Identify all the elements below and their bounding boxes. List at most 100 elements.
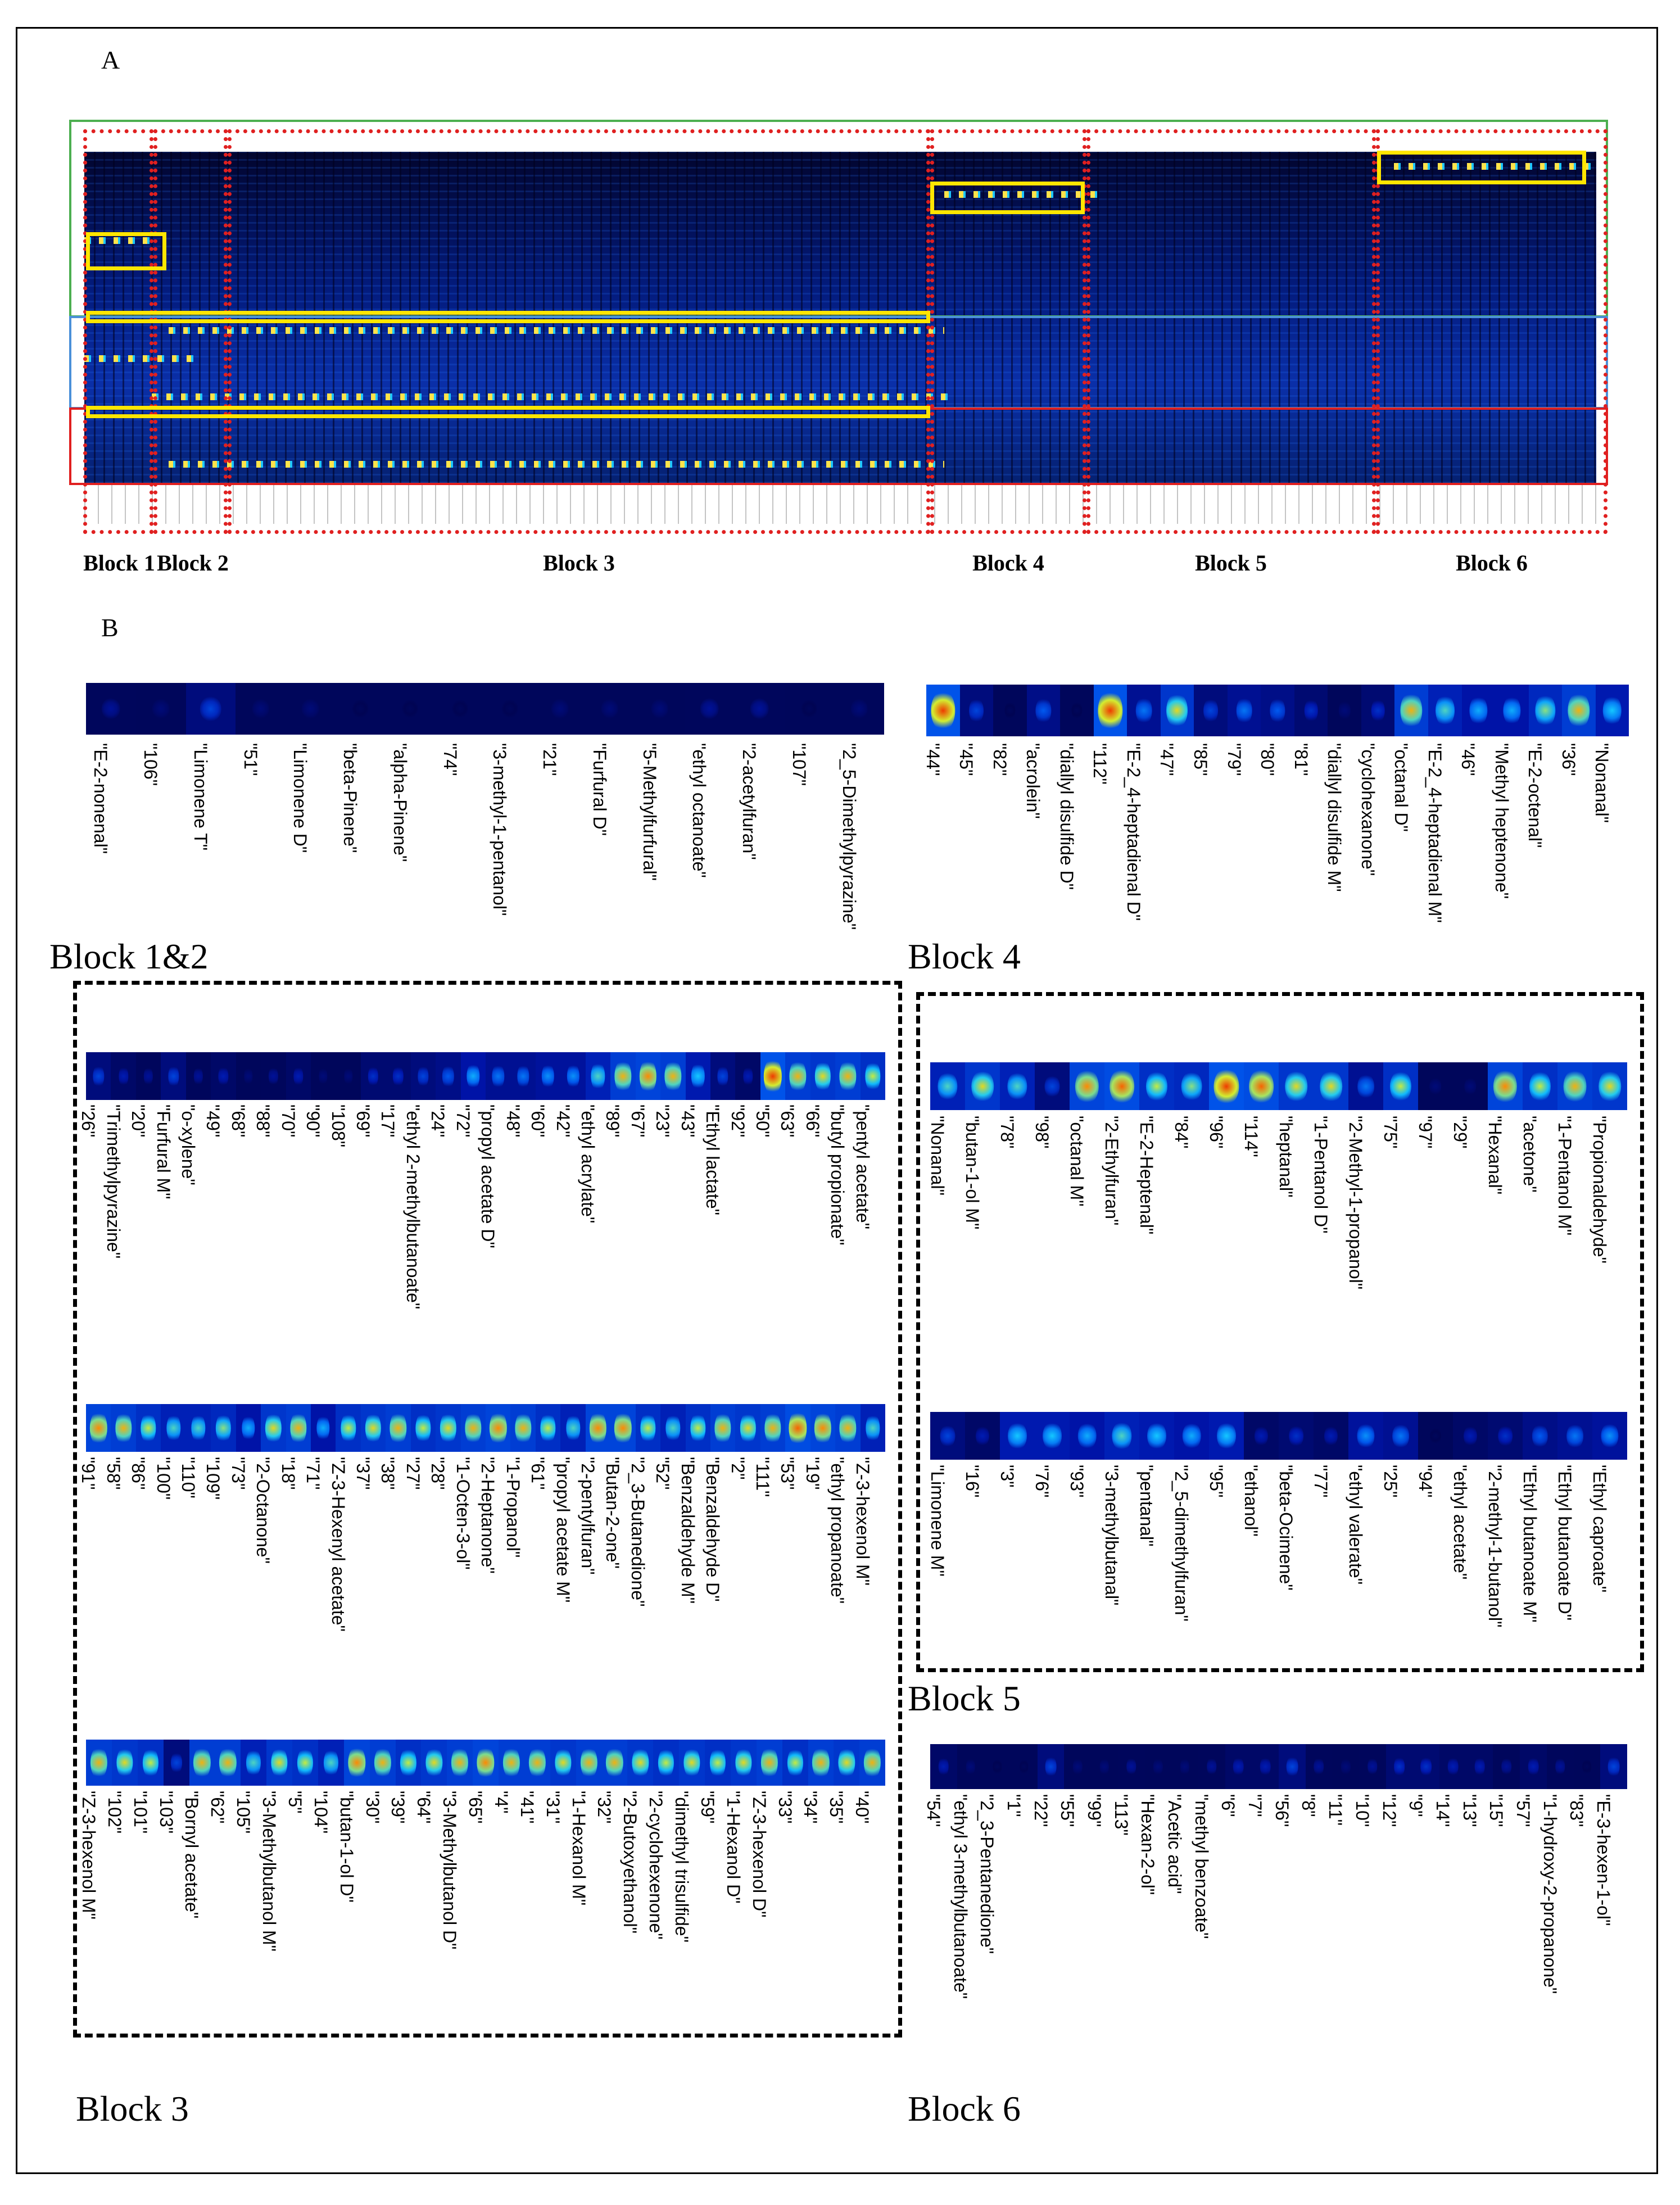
compound-label-text: "alpha-Pinene" bbox=[390, 743, 410, 862]
compound-label: "2_5-Dimethylpyrazine" bbox=[834, 743, 884, 930]
compound-label-text: "106" bbox=[141, 743, 161, 786]
heatmap-spot bbox=[651, 698, 668, 719]
heatmap-spot bbox=[343, 1066, 353, 1086]
block-box-5 bbox=[1086, 129, 1376, 534]
compound-label: "80" bbox=[1257, 743, 1294, 776]
compound-label-text: "diallyl disulfide M" bbox=[1324, 743, 1345, 892]
compound-label-text: "11" bbox=[1325, 1794, 1346, 1826]
compound-label-text: "E-2_4-heptadienal M" bbox=[1424, 743, 1445, 923]
sample-label-ticks bbox=[84, 485, 1596, 524]
heatmap-cell bbox=[834, 1740, 860, 1786]
heatmap-cell bbox=[286, 683, 336, 735]
heatmap-cell bbox=[435, 683, 485, 735]
highlight-box bbox=[86, 311, 930, 323]
heatmap-spot bbox=[812, 1746, 830, 1780]
heatmap-spot bbox=[269, 1066, 278, 1086]
heatmap-cell bbox=[335, 683, 386, 735]
heatmap-cell bbox=[1523, 1062, 1557, 1110]
heatmap-spot bbox=[415, 1412, 431, 1444]
heatmap-cell bbox=[535, 1404, 561, 1452]
block-label-6: Block 6 bbox=[1456, 550, 1528, 576]
compound-label-text: "45" bbox=[956, 743, 977, 776]
heatmap-spot bbox=[993, 1758, 1002, 1775]
heatmap-cell bbox=[635, 1052, 661, 1100]
heatmap-cell bbox=[211, 1404, 236, 1452]
heatmap-spot bbox=[789, 1410, 807, 1446]
heatmap-spot bbox=[801, 699, 818, 719]
heatmap-cell bbox=[360, 1052, 386, 1100]
heatmap-spot bbox=[606, 1746, 623, 1780]
heatmap-spot bbox=[1182, 1422, 1201, 1450]
heatmap-spot bbox=[1147, 1421, 1166, 1450]
heatmap-spot bbox=[219, 1746, 237, 1780]
heatmap-spot bbox=[1420, 1756, 1432, 1777]
heatmap-spot bbox=[1213, 1067, 1239, 1105]
block-6-title: Block 6 bbox=[908, 2089, 1021, 2129]
compound-label: "diallyl disulfide M" bbox=[1324, 743, 1361, 892]
heatmap-spot bbox=[700, 698, 719, 720]
heatmap-cell bbox=[1383, 1062, 1418, 1110]
heatmap-cell bbox=[1439, 1744, 1466, 1789]
heatmap-cell bbox=[1418, 1062, 1453, 1110]
heatmap-spot bbox=[1077, 1422, 1097, 1450]
heatmap-cell bbox=[236, 1052, 261, 1100]
heatmap-cell bbox=[965, 1412, 1000, 1460]
heatmap-spot bbox=[601, 698, 619, 719]
heatmap-spot bbox=[839, 1411, 857, 1445]
heatmap-spot bbox=[1233, 1756, 1244, 1777]
heatmap-spot bbox=[787, 1747, 803, 1778]
compound-label-text: "54" bbox=[923, 1794, 944, 1827]
heatmap-strip-block-3-row-3 bbox=[86, 1740, 885, 1786]
heatmap-cell bbox=[1104, 1412, 1139, 1460]
compound-label-text: "methyl benzoate" bbox=[1191, 1794, 1212, 1939]
heatmap-spot bbox=[1357, 1423, 1375, 1449]
heatmap-spot bbox=[1180, 1758, 1190, 1776]
heatmap-cell bbox=[1209, 1412, 1244, 1460]
heatmap-cell bbox=[86, 1052, 111, 1100]
heatmap-cell bbox=[735, 1404, 760, 1452]
heatmap-spot bbox=[1045, 1755, 1057, 1778]
heatmap-cell bbox=[86, 1404, 111, 1452]
heatmap-cell bbox=[318, 1740, 344, 1786]
compound-label-text: "Hexan-2-ol" bbox=[1138, 1794, 1158, 1895]
heatmap-cell bbox=[261, 1404, 286, 1452]
heatmap-cell bbox=[705, 1740, 731, 1786]
heatmap-spot bbox=[975, 1425, 990, 1447]
heatmap-cell bbox=[410, 1052, 436, 1100]
heatmap-spot bbox=[1528, 1756, 1539, 1777]
heatmap-cell bbox=[835, 1404, 861, 1452]
heatmap-cell bbox=[782, 1740, 808, 1786]
heatmap-spot bbox=[451, 1746, 469, 1780]
heatmap-spot bbox=[115, 1411, 132, 1445]
heatmap-cell bbox=[1209, 1062, 1244, 1110]
heatmap-spot bbox=[760, 1746, 778, 1780]
compound-label-text: "107" bbox=[789, 743, 809, 786]
heatmap-cell bbox=[360, 1404, 386, 1452]
compound-label: "Limonene D" bbox=[286, 743, 336, 853]
heatmap-cell bbox=[310, 1052, 336, 1100]
heatmap-spot bbox=[1043, 1421, 1062, 1450]
compound-label: "octanal D" bbox=[1391, 743, 1428, 832]
compound-label-text: "80" bbox=[1257, 743, 1278, 776]
heatmap-cell bbox=[560, 1052, 586, 1100]
heatmap-spot bbox=[141, 1412, 156, 1444]
heatmap-spot bbox=[1601, 1423, 1619, 1449]
heatmap-cell bbox=[760, 1404, 786, 1452]
heatmap-cell bbox=[1117, 1744, 1145, 1789]
heatmap-spot bbox=[246, 1748, 261, 1777]
heatmap-cell bbox=[1314, 1412, 1348, 1460]
heatmap-cell bbox=[930, 1062, 965, 1110]
compound-label-text: "beta-Pinene" bbox=[340, 743, 361, 853]
compound-label-text: "1-hydroxy-2-propanone" bbox=[1539, 1794, 1560, 1994]
compound-label-text: "ethyl octanoate" bbox=[689, 743, 710, 878]
strip-labels-block-4: "44" "45" "82" "acrolein" "diallyl disulfide… bbox=[923, 743, 1629, 923]
compound-label-text: "79" bbox=[1224, 743, 1244, 776]
heatmap-spot bbox=[191, 1413, 206, 1443]
heatmap-spot bbox=[218, 1065, 229, 1087]
heatmap-cell bbox=[1361, 685, 1395, 736]
heatmap-highlight-row bbox=[169, 461, 944, 468]
heatmap-cell bbox=[161, 1052, 186, 1100]
heatmap-cell bbox=[485, 683, 535, 735]
compound-label: "36" bbox=[1559, 743, 1596, 776]
heatmap-spot bbox=[390, 1411, 407, 1445]
